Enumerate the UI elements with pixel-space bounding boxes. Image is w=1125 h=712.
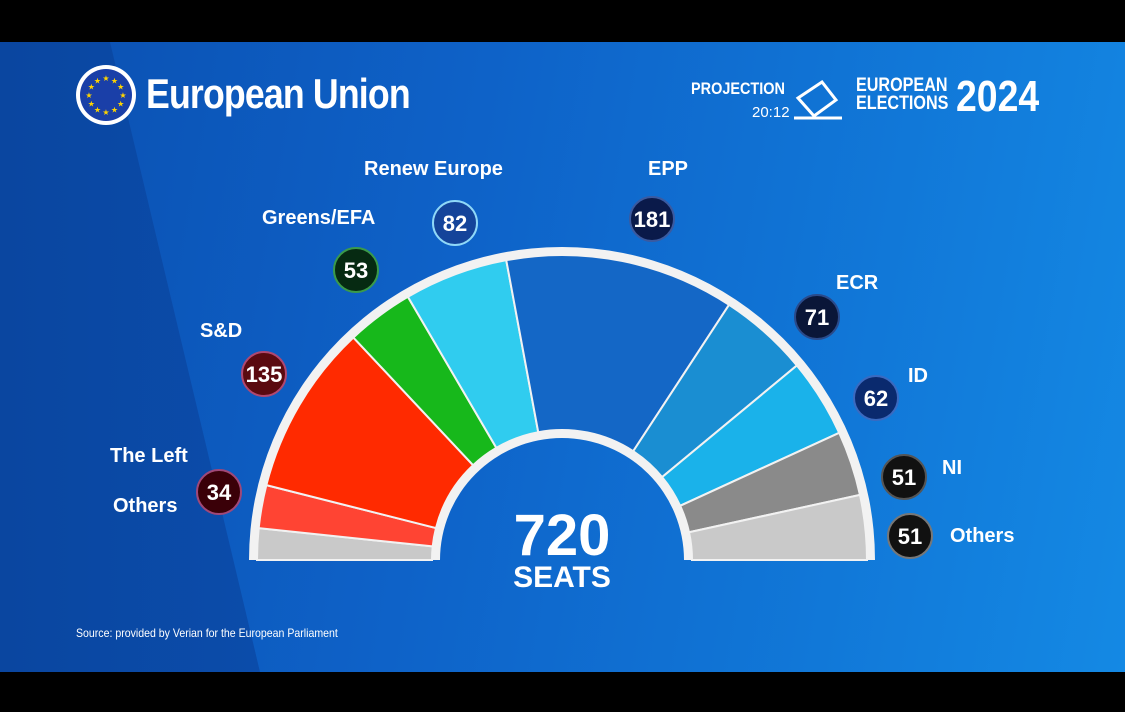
star-icon: ★ <box>117 83 124 92</box>
elections-line2: ELECTIONS <box>856 93 949 114</box>
data-label: 51 <box>898 524 922 549</box>
slice-others <box>687 493 869 561</box>
ballot-box-icon <box>794 79 842 120</box>
star-icon: ★ <box>102 74 109 83</box>
star-icon: ★ <box>117 100 124 109</box>
projection-time: 20:12 <box>752 104 790 121</box>
data-label: 34 <box>207 480 232 505</box>
data-label: 135 <box>246 362 283 387</box>
slice-epp <box>505 254 731 453</box>
value-badge <box>196 469 242 515</box>
value-badge <box>241 351 287 397</box>
eu-flag-icon: ★ ★ ★ ★ ★ ★ ★ ★ ★ ★ ★ ★ <box>76 65 136 125</box>
projection-label: PROJECTION <box>691 79 785 98</box>
value-badge <box>853 375 899 421</box>
value-badge <box>629 196 675 242</box>
legend-label: Others <box>950 525 1014 547</box>
star-icon: ★ <box>102 108 109 117</box>
star-icon: ★ <box>111 106 118 115</box>
legend-label: Renew Europe <box>364 158 503 180</box>
chart-canvas: ★ ★ ★ ★ ★ ★ ★ ★ ★ ★ ★ ★ European Union PROJECTION 2… <box>0 42 1125 672</box>
data-label: 181 <box>634 207 671 232</box>
value-badge <box>432 200 478 246</box>
legend-label: The Left <box>110 445 188 467</box>
legend-label: ID <box>908 365 928 387</box>
legend-label: Others <box>113 495 177 517</box>
source-note: Source: provided by Verian for the Europ… <box>76 626 338 640</box>
data-label: 53 <box>344 258 368 283</box>
data-label: 62 <box>864 386 888 411</box>
legend-label: ECR <box>836 272 879 294</box>
star-icon: ★ <box>94 106 101 115</box>
star-icon: ★ <box>119 91 126 100</box>
star-icon: ★ <box>88 100 95 109</box>
page-title: European Union <box>146 70 411 117</box>
legend-label: Greens/EFA <box>262 207 375 229</box>
star-icon: ★ <box>85 91 92 100</box>
value-badge <box>333 247 379 293</box>
data-label: 71 <box>805 305 829 330</box>
total-seats-value: 720 <box>514 503 611 568</box>
elections-label: EUROPEAN ELECTIONS <box>856 75 949 114</box>
value-badge <box>794 294 840 340</box>
star-icon: ★ <box>88 83 95 92</box>
value-badge <box>887 513 933 559</box>
legend-label: EPP <box>648 158 688 180</box>
legend-label: S&D <box>200 320 242 342</box>
star-icon: ★ <box>94 76 101 85</box>
data-label: 82 <box>443 211 467 236</box>
elections-line1: EUROPEAN <box>856 75 948 96</box>
value-badge <box>881 454 927 500</box>
data-label: 51 <box>892 465 916 490</box>
legend-label: NI <box>942 457 962 479</box>
election-year: 2024 <box>956 72 1040 121</box>
star-icon: ★ <box>111 76 118 85</box>
total-seats-label: SEATS <box>513 561 611 594</box>
